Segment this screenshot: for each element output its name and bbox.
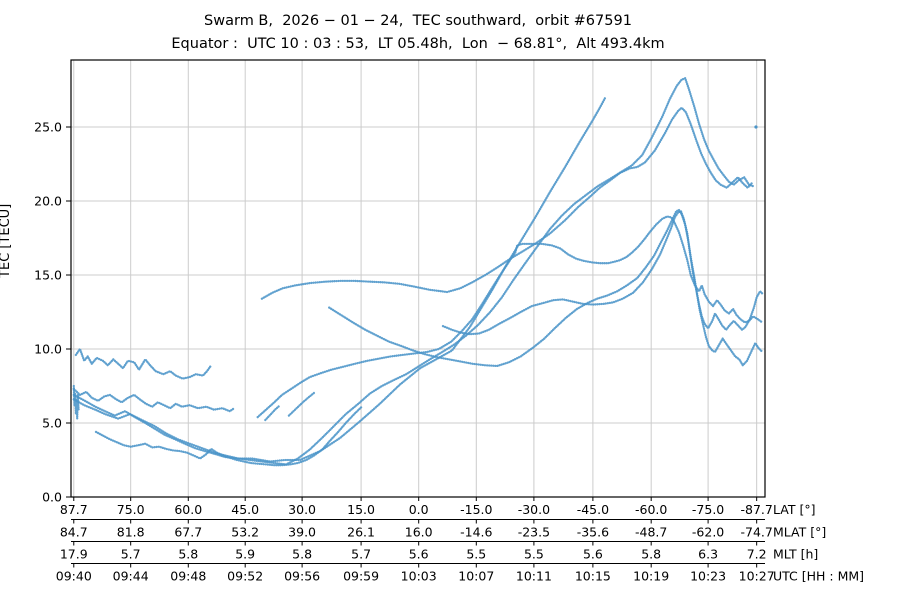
x-tick-label: 10:11 (516, 569, 552, 584)
x-tick-label: -23.5 (518, 525, 550, 540)
x-tick-label: 5.6 (409, 547, 429, 562)
x-tick-label: 09:56 (284, 569, 320, 584)
x-tick-label: 87.7 (60, 502, 88, 517)
trace-dash-segment-2 (287, 390, 317, 417)
x-tick-label: -45.0 (577, 502, 609, 517)
y-tick-label: 20.0 (34, 194, 62, 209)
x-tick-label: 10:03 (401, 569, 437, 584)
x-tick-label: -60.0 (635, 502, 667, 517)
x-tick-label: 39.0 (288, 525, 316, 540)
x-tick-label: 09:52 (227, 569, 263, 584)
x-tick-label: -30.0 (518, 502, 550, 517)
x-tick-label: 67.7 (174, 525, 202, 540)
y-tick-label: 0.0 (42, 490, 62, 505)
x-tick-label: 10:27 (739, 569, 775, 584)
x-tick-label: 5.8 (292, 547, 312, 562)
x-tick-label: 75.0 (117, 502, 145, 517)
x-tick-label: -15.0 (460, 502, 492, 517)
x-tick-label: 5.5 (466, 547, 486, 562)
x-axis-row-label: UTC [HH : MM] (773, 569, 864, 584)
chart-title: Swarm B, 2026 − 01 − 24, TEC southward, … (204, 13, 632, 29)
trace-flat-14-peak-26 (260, 106, 753, 300)
y-axis-label: TEC [TECU] (0, 203, 13, 278)
x-axis-row-label: MLAT [°] (773, 525, 826, 540)
trace-hook-peak-19 (441, 210, 765, 336)
x-tick-label: 10:23 (690, 569, 726, 584)
x-tick-label: 15.0 (347, 502, 375, 517)
x-tick-label: 5.8 (641, 547, 661, 562)
x-tick-label: -75.0 (692, 502, 724, 517)
trace-main-peak-28 (72, 77, 755, 466)
y-tick-label: 5.0 (42, 416, 62, 431)
trace-dip-rise-peak-19 (328, 208, 765, 368)
x-tick-label: 81.8 (117, 525, 145, 540)
trace-dash-segment-1 (264, 404, 281, 422)
y-tick-label: 15.0 (34, 268, 62, 283)
x-tick-label: 5.8 (178, 547, 198, 562)
x-tick-label: 16.0 (405, 525, 433, 540)
chart-subtitle: Equator : UTC 10 : 03 : 53, LT 05.48h, L… (171, 36, 665, 52)
x-tick-label: -62.0 (692, 525, 724, 540)
x-tick-label: 5.7 (121, 547, 141, 562)
x-tick-label: 60.0 (174, 502, 202, 517)
x-tick-label: 5.7 (351, 547, 371, 562)
x-tick-label: 09:40 (56, 569, 92, 584)
x-tick-label: 17.9 (60, 547, 88, 562)
x-tick-label: 53.2 (231, 525, 259, 540)
x-tick-label: 10:19 (633, 569, 669, 584)
y-tick-label: 25.0 (34, 120, 62, 135)
y-tick-label: 10.0 (34, 342, 62, 357)
isolated-point (754, 125, 758, 129)
trace-wiggly-plateau-17 (256, 215, 764, 419)
x-tick-label: 26.1 (347, 525, 375, 540)
x-tick-label: 09:48 (170, 569, 206, 584)
trace-left-mid (72, 387, 236, 413)
trace-left-noise-column (72, 384, 80, 420)
x-tick-label: 30.0 (288, 502, 316, 517)
x-axis-row-label: MLT [h] (773, 547, 818, 562)
trace-straight-riser-ends-27 (72, 96, 607, 463)
x-tick-label: 10:15 (575, 569, 611, 584)
x-tick-label: 7.2 (747, 547, 767, 562)
x-tick-label: -14.6 (460, 525, 492, 540)
plot-border (70, 59, 766, 498)
x-tick-label: -74.7 (741, 525, 773, 540)
x-tick-label: 09:44 (113, 569, 149, 584)
x-tick-label: 84.7 (60, 525, 88, 540)
x-tick-label: -35.6 (577, 525, 609, 540)
x-tick-label: 45.0 (231, 502, 259, 517)
x-tick-label: 6.3 (698, 547, 718, 562)
x-tick-label: -48.7 (635, 525, 667, 540)
x-axis-row-label: LAT [°] (773, 502, 815, 517)
x-tick-label: 09:59 (343, 569, 379, 584)
x-tick-label: 0.0 (409, 502, 429, 517)
x-tick-label: -87.7 (741, 502, 773, 517)
trace-bottom-short (94, 405, 363, 467)
trace-polar-short-top (74, 347, 213, 380)
x-tick-label: 5.5 (524, 547, 544, 562)
x-tick-label: 5.6 (583, 547, 603, 562)
x-tick-label: 5.9 (235, 547, 255, 562)
x-tick-label: 10:07 (458, 569, 494, 584)
